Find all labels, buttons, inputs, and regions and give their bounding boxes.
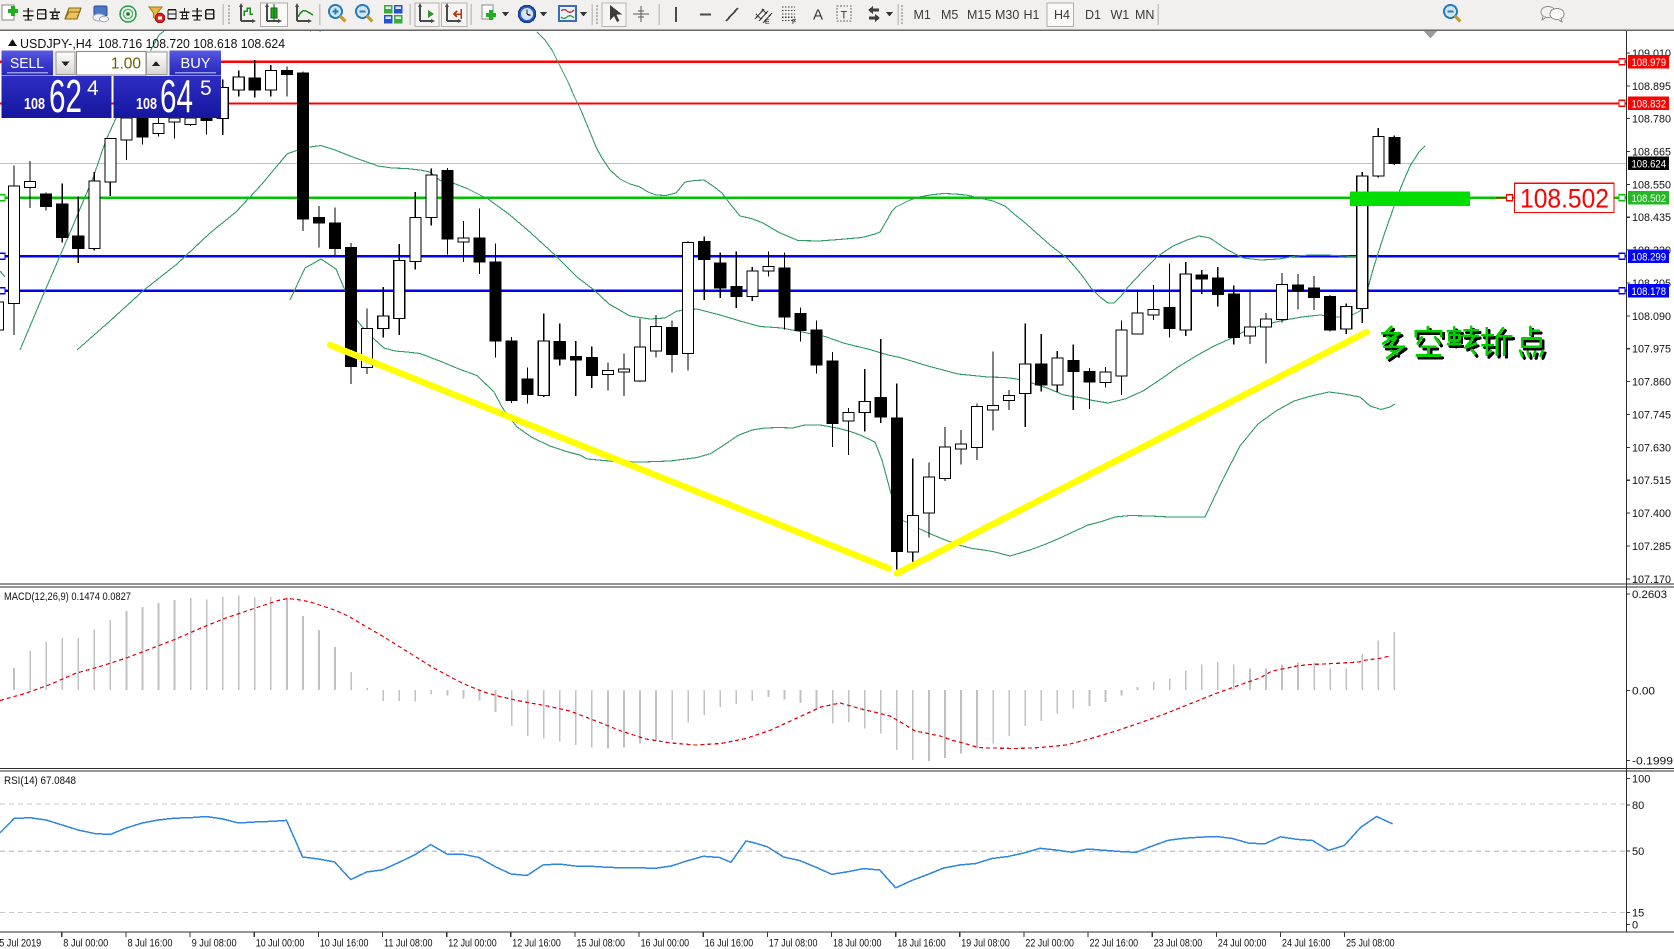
svg-text:108.780: 108.780	[1632, 114, 1671, 126]
svg-text:108.550: 108.550	[1632, 179, 1671, 191]
svg-text:12 Jul 16:00: 12 Jul 16:00	[512, 938, 561, 949]
svg-text:5: 5	[200, 77, 212, 100]
svg-text:108.299: 108.299	[1632, 252, 1667, 264]
svg-text:-0.1999: -0.1999	[1632, 756, 1673, 768]
svg-text:USDJPY-,H4: USDJPY-,H4	[20, 37, 92, 51]
svg-text:107.745: 107.745	[1632, 410, 1671, 422]
svg-text:15 Jul 08:00: 15 Jul 08:00	[577, 938, 626, 949]
svg-text:108.502: 108.502	[1520, 184, 1609, 214]
svg-text:100: 100	[1632, 774, 1650, 786]
svg-text:SELL: SELL	[10, 56, 44, 72]
svg-text:MACD(12,26,9) 0.1474 0.0827: MACD(12,26,9) 0.1474 0.0827	[4, 591, 131, 603]
svg-text:0.2603: 0.2603	[1632, 589, 1667, 601]
svg-text:12 Jul 00:00: 12 Jul 00:00	[448, 938, 497, 949]
svg-text:107.285: 107.285	[1632, 541, 1671, 553]
svg-text:0.00: 0.00	[1632, 686, 1655, 698]
svg-text:19 Jul 08:00: 19 Jul 08:00	[961, 938, 1010, 949]
svg-text:64: 64	[160, 70, 193, 122]
svg-text:5 Jul 2019: 5 Jul 2019	[0, 938, 41, 949]
svg-text:10 Jul 16:00: 10 Jul 16:00	[320, 938, 369, 949]
svg-text:108.178: 108.178	[1632, 286, 1667, 298]
svg-text:108: 108	[24, 96, 45, 113]
svg-text:11 Jul 08:00: 11 Jul 08:00	[384, 938, 433, 949]
svg-text:22 Jul 00:00: 22 Jul 00:00	[1025, 938, 1074, 949]
svg-text:16 Jul 16:00: 16 Jul 16:00	[705, 938, 754, 949]
svg-text:8 Jul 00:00: 8 Jul 00:00	[63, 938, 108, 949]
svg-text:A: A	[813, 7, 823, 24]
svg-text:108.716 108.720 108.618 108.62: 108.716 108.720 108.618 108.624	[98, 37, 285, 51]
svg-text:H1: H1	[1024, 8, 1040, 22]
svg-text:18 Jul 00:00: 18 Jul 00:00	[833, 938, 882, 949]
svg-text:0: 0	[1632, 920, 1638, 932]
svg-text:24 Jul 16:00: 24 Jul 16:00	[1282, 938, 1331, 949]
svg-text:80: 80	[1632, 800, 1644, 812]
svg-text:MN: MN	[1135, 8, 1154, 22]
svg-text:M1: M1	[914, 8, 931, 22]
svg-text:BUY: BUY	[181, 56, 211, 72]
svg-text:M15: M15	[967, 8, 991, 22]
svg-text:108.979: 108.979	[1632, 57, 1667, 69]
svg-text:107.400: 107.400	[1632, 508, 1671, 520]
svg-text:108.895: 108.895	[1632, 81, 1671, 93]
svg-text:107.515: 107.515	[1632, 475, 1671, 487]
svg-text:D1: D1	[1085, 8, 1101, 22]
svg-text:4: 4	[87, 77, 99, 100]
svg-text:18 Jul 16:00: 18 Jul 16:00	[897, 938, 946, 949]
svg-text:H4: H4	[1054, 8, 1070, 22]
svg-text:108.624: 108.624	[1632, 159, 1667, 171]
svg-text:9 Jul 08:00: 9 Jul 08:00	[192, 938, 237, 949]
svg-text:108.090: 108.090	[1632, 311, 1671, 323]
svg-text:107.170: 107.170	[1632, 574, 1671, 586]
svg-text:108.832: 108.832	[1632, 99, 1667, 111]
svg-text:62: 62	[49, 70, 82, 122]
svg-text:108.665: 108.665	[1632, 147, 1671, 159]
svg-text:22 Jul 16:00: 22 Jul 16:00	[1090, 938, 1139, 949]
svg-text:108: 108	[136, 96, 157, 113]
svg-text:107.630: 107.630	[1632, 442, 1671, 454]
svg-text:23 Jul 08:00: 23 Jul 08:00	[1154, 938, 1203, 949]
svg-text:M30: M30	[995, 8, 1019, 22]
svg-text:8 Jul 16:00: 8 Jul 16:00	[128, 938, 173, 949]
svg-text:15: 15	[1632, 908, 1644, 920]
svg-text:M5: M5	[941, 8, 958, 22]
svg-text:25 Jul 08:00: 25 Jul 08:00	[1346, 938, 1395, 949]
svg-text:1.00: 1.00	[111, 56, 142, 73]
svg-text:T: T	[841, 10, 848, 22]
svg-text:W1: W1	[1111, 8, 1130, 22]
svg-text:16 Jul 00:00: 16 Jul 00:00	[641, 938, 690, 949]
svg-text:10 Jul 00:00: 10 Jul 00:00	[256, 938, 304, 949]
svg-text:F: F	[792, 19, 796, 26]
svg-text:50: 50	[1632, 846, 1644, 858]
svg-text:108.435: 108.435	[1632, 212, 1671, 224]
svg-text:E: E	[765, 19, 770, 26]
svg-text:108.502: 108.502	[1632, 193, 1667, 205]
svg-text:RSI(14) 67.0848: RSI(14) 67.0848	[4, 775, 76, 787]
svg-text:107.975: 107.975	[1632, 344, 1671, 356]
svg-text:17 Jul 08:00: 17 Jul 08:00	[769, 938, 818, 949]
svg-text:24 Jul 00:00: 24 Jul 00:00	[1218, 938, 1267, 949]
svg-text:107.860: 107.860	[1632, 377, 1671, 389]
